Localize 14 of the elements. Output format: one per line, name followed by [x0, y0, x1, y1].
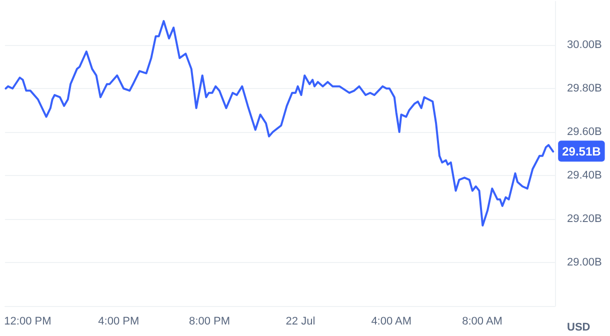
y-tick-label: 29.20B [567, 213, 602, 225]
x-tick-label: 12:00 PM [4, 316, 52, 328]
y-tick-label: 29.60B [567, 126, 602, 138]
y-tick-label: 30.00B [567, 39, 602, 51]
x-tick-label: 4:00 PM [98, 316, 140, 328]
x-tick-label: 8:00 PM [189, 316, 230, 328]
annotation: 29.51B [562, 144, 602, 159]
x-tick-label: 8:00 AM [462, 316, 502, 328]
y-tick-label: 29.80B [567, 82, 602, 94]
x-tick-label: 22 Jul [286, 316, 316, 328]
x-tick-label: 4:00 AM [371, 316, 412, 328]
y-tick-label: 29.00B [567, 256, 602, 268]
y-tick-label: 29.40B [567, 170, 602, 182]
y-axis-title: USD [567, 322, 590, 334]
